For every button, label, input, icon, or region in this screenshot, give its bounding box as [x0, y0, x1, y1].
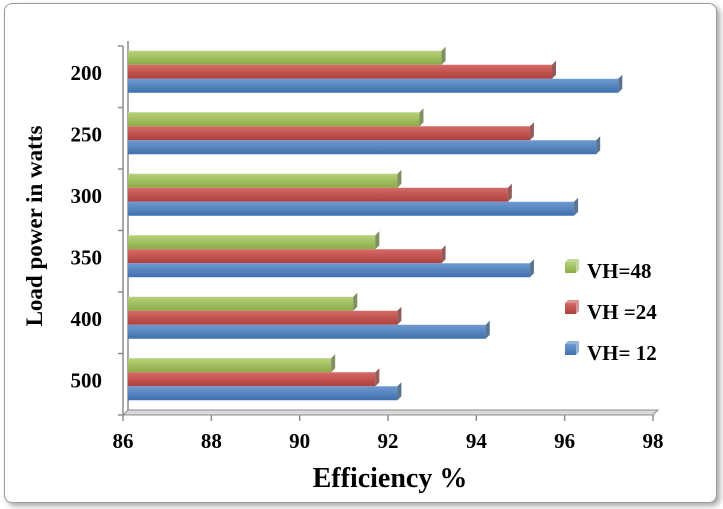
- y-tick-label: 500: [71, 368, 103, 392]
- x-tick-label: 86: [113, 429, 134, 453]
- y-tick-label: 200: [71, 61, 103, 85]
- axes: [118, 41, 660, 421]
- y-tick-label: 400: [71, 307, 103, 331]
- x-tick-label: 92: [378, 429, 399, 453]
- x-tick-label: 94: [466, 429, 488, 453]
- bar: [128, 354, 336, 373]
- x-ticks: [122, 415, 654, 421]
- bar: [128, 368, 380, 387]
- x-tick-label: 88: [201, 429, 222, 453]
- bar: [128, 122, 534, 141]
- x-tick-label: 98: [643, 429, 664, 453]
- bar: [128, 231, 380, 250]
- x-tick-label: 90: [289, 429, 310, 453]
- y-tick-label: 300: [71, 184, 103, 208]
- bar: [128, 183, 512, 202]
- y-tick-label: 350: [71, 245, 103, 269]
- bar: [128, 74, 623, 93]
- legend-label: VH= 12: [587, 341, 657, 365]
- y-axis-title: Load power in watts: [22, 126, 47, 327]
- x-axis-title: Efficiency %: [313, 463, 468, 494]
- bar: [128, 292, 358, 311]
- legend-swatch: [565, 344, 576, 355]
- bar: [128, 245, 446, 264]
- bar: [128, 320, 490, 339]
- bar: [128, 108, 424, 127]
- axis-floor: [121, 409, 660, 416]
- y-ticks: [118, 45, 123, 416]
- y-tick-label: 250: [71, 122, 103, 146]
- bar: [128, 46, 446, 65]
- bar: [128, 169, 402, 188]
- bar: [128, 259, 534, 278]
- y-tick-labels: 200 250 300 350 400 500: [71, 61, 103, 393]
- bar: [128, 60, 556, 79]
- legend-label: VH=48: [587, 259, 651, 283]
- bar: [128, 306, 402, 325]
- legend-swatch: [565, 303, 576, 314]
- bar: [128, 382, 402, 401]
- x-tick-labels: 86 88 90 92 94 96 98: [113, 429, 664, 453]
- legend-item: VH= 12: [565, 341, 657, 365]
- legend-swatch: [565, 262, 576, 273]
- legend-item: VH=48: [565, 259, 651, 283]
- bar: [128, 136, 601, 155]
- legend-label: VH =24: [587, 300, 657, 324]
- legend-item: VH =24: [565, 300, 657, 324]
- legend: VH=48 VH =24 VH= 12: [565, 259, 657, 365]
- x-tick-label: 96: [554, 429, 575, 453]
- bars: [128, 46, 623, 401]
- bar: [128, 197, 579, 216]
